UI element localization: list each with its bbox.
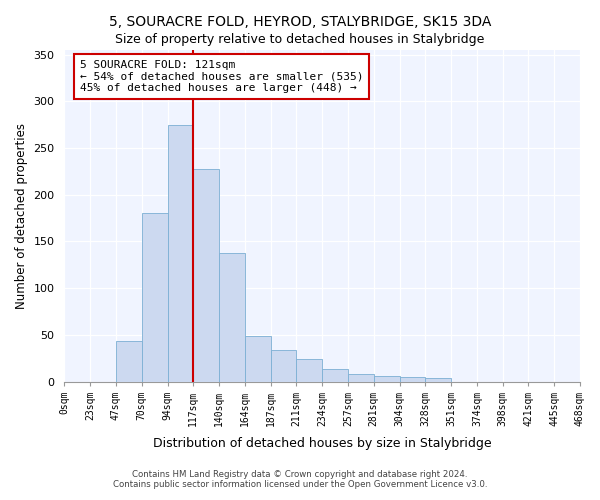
Text: Contains HM Land Registry data © Crown copyright and database right 2024.
Contai: Contains HM Land Registry data © Crown c… bbox=[113, 470, 487, 489]
Text: 5, SOURACRE FOLD, HEYROD, STALYBRIDGE, SK15 3DA: 5, SOURACRE FOLD, HEYROD, STALYBRIDGE, S… bbox=[109, 15, 491, 29]
Y-axis label: Number of detached properties: Number of detached properties bbox=[15, 123, 28, 309]
Bar bbox=[245, 336, 271, 382]
Bar bbox=[348, 374, 374, 382]
Bar bbox=[425, 378, 451, 382]
Text: 5 SOURACRE FOLD: 121sqm
← 54% of detached houses are smaller (535)
45% of detach: 5 SOURACRE FOLD: 121sqm ← 54% of detache… bbox=[80, 60, 364, 93]
Bar bbox=[322, 370, 348, 382]
Bar bbox=[142, 214, 167, 382]
Bar bbox=[193, 168, 219, 382]
Bar bbox=[400, 377, 425, 382]
Bar bbox=[296, 359, 322, 382]
Bar bbox=[219, 252, 245, 382]
Bar bbox=[271, 350, 296, 382]
Bar bbox=[374, 376, 400, 382]
Bar bbox=[167, 124, 193, 382]
Bar bbox=[116, 340, 142, 382]
Text: Size of property relative to detached houses in Stalybridge: Size of property relative to detached ho… bbox=[115, 32, 485, 46]
X-axis label: Distribution of detached houses by size in Stalybridge: Distribution of detached houses by size … bbox=[153, 437, 491, 450]
